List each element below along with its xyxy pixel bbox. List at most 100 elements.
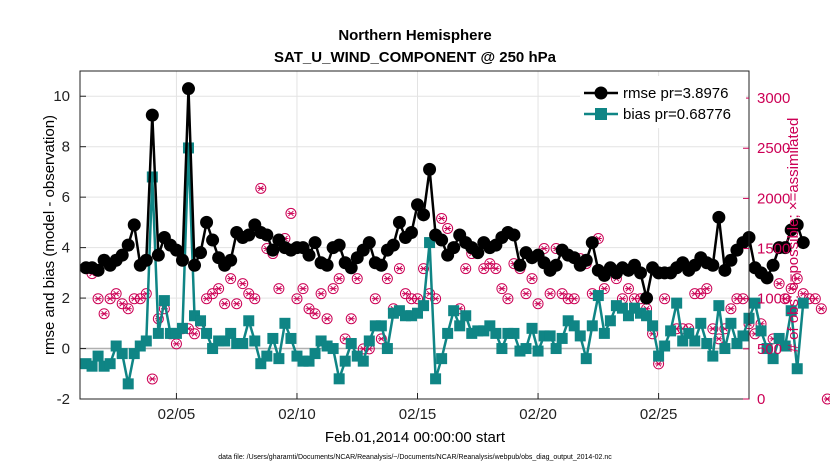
bias-point (671, 297, 683, 309)
bias-point (568, 320, 580, 332)
obs-count-point (315, 288, 327, 300)
obs-count-point (701, 283, 713, 295)
bias-point (86, 360, 98, 372)
rmse-point (634, 266, 648, 280)
data-file-footnote: data file: /Users/gharamti/Documents/NCA… (218, 454, 612, 461)
bias-point (689, 335, 701, 347)
obs-count-point (225, 273, 237, 285)
bias-point (393, 305, 405, 317)
obs-count-point (309, 308, 321, 320)
obs-count-point (297, 283, 309, 295)
bias-point (321, 340, 333, 352)
chart-title: Northern Hemisphere (338, 27, 491, 44)
bias-point (478, 325, 490, 337)
axis-ticks: 02/05 02/10 02/15 02/20 02/25 -2 0 2 4 6 8 10 0 500 10… (53, 88, 790, 423)
bias-point (351, 350, 363, 362)
bias-point (128, 348, 140, 360)
bias-point (369, 320, 381, 332)
bias-point (110, 340, 122, 352)
obs-count-point (255, 182, 267, 194)
bias-point (520, 343, 532, 355)
rmse-point (392, 215, 406, 229)
y-right-tick-label: 2500 (757, 140, 790, 157)
x-tick-label: 02/20 (519, 406, 557, 423)
rmse-point (549, 258, 563, 272)
bias-point (719, 343, 731, 355)
obs-count-point (496, 283, 508, 295)
rmse-point (242, 228, 256, 242)
bias-point (767, 353, 779, 365)
bias-point (249, 335, 261, 347)
bias-series (80, 142, 809, 390)
rmse-point (188, 258, 202, 272)
bias-point (622, 310, 634, 322)
plot-frame (79, 70, 750, 400)
rmse-point (151, 248, 165, 262)
rmse-series (79, 82, 810, 305)
rmse-point (260, 228, 274, 242)
y-tick-label: 0 (62, 341, 70, 358)
rmse-point (362, 236, 376, 250)
bias-point (514, 345, 526, 357)
bias-point (532, 345, 544, 357)
rmse-point (224, 253, 238, 267)
bias-point (176, 322, 188, 334)
rmse-point (718, 263, 732, 277)
bias-point (399, 310, 411, 322)
rmse-point (308, 236, 322, 250)
y-tick-label: 4 (62, 240, 70, 257)
bias-point (182, 142, 194, 154)
obs-count-point (815, 303, 827, 315)
obs-count-point (502, 293, 514, 305)
bias-point (381, 343, 393, 355)
obs-count-point (809, 293, 821, 305)
obs-count-point (92, 293, 104, 305)
rmse-point (411, 198, 425, 212)
obs-count-point (622, 283, 634, 295)
x-tick-label: 02/10 (278, 406, 316, 423)
rmse-point (712, 210, 726, 224)
bias-point (731, 337, 743, 349)
bias-point (677, 335, 689, 347)
bias-point (152, 327, 164, 339)
bias-point (472, 325, 484, 337)
bias-point (279, 317, 291, 329)
y-right-tick-label: 500 (757, 341, 782, 358)
obs-count-point (568, 293, 580, 305)
bias-point (454, 320, 466, 332)
bias-point (538, 330, 550, 342)
bias-point (309, 348, 321, 360)
rmse-point (640, 291, 654, 305)
bias-point (725, 317, 737, 329)
bias-point (339, 355, 351, 367)
bias-point (345, 337, 357, 349)
bias-point (424, 237, 436, 249)
x-axis-label: Feb.01,2014 00:00:00 start (325, 429, 506, 446)
bias-point (526, 322, 538, 334)
bias-point (333, 373, 345, 385)
obs-count-point (273, 283, 285, 295)
rmse-point (417, 208, 431, 222)
obs-count-point (219, 298, 231, 310)
obs-count-point (412, 293, 424, 305)
bias-point (442, 327, 454, 339)
bias-point (357, 355, 369, 367)
rmse-point (423, 162, 437, 176)
rmse-point (344, 261, 358, 275)
obs-count-point (659, 293, 671, 305)
bias-point (647, 320, 659, 332)
obs-count-point (707, 323, 719, 335)
rmse-point (579, 253, 593, 267)
rmse-point (760, 271, 774, 285)
rmse-point (332, 238, 346, 252)
bias-point (315, 335, 327, 347)
bias-point (628, 302, 640, 314)
bias-point (255, 358, 267, 370)
obs-count-point (779, 293, 791, 305)
rmse-point (778, 241, 792, 255)
bias-point (291, 350, 303, 362)
bias-point (436, 353, 448, 365)
rmse-point (706, 258, 720, 272)
legend-bias-marker (595, 108, 607, 120)
bias-point (508, 327, 520, 339)
